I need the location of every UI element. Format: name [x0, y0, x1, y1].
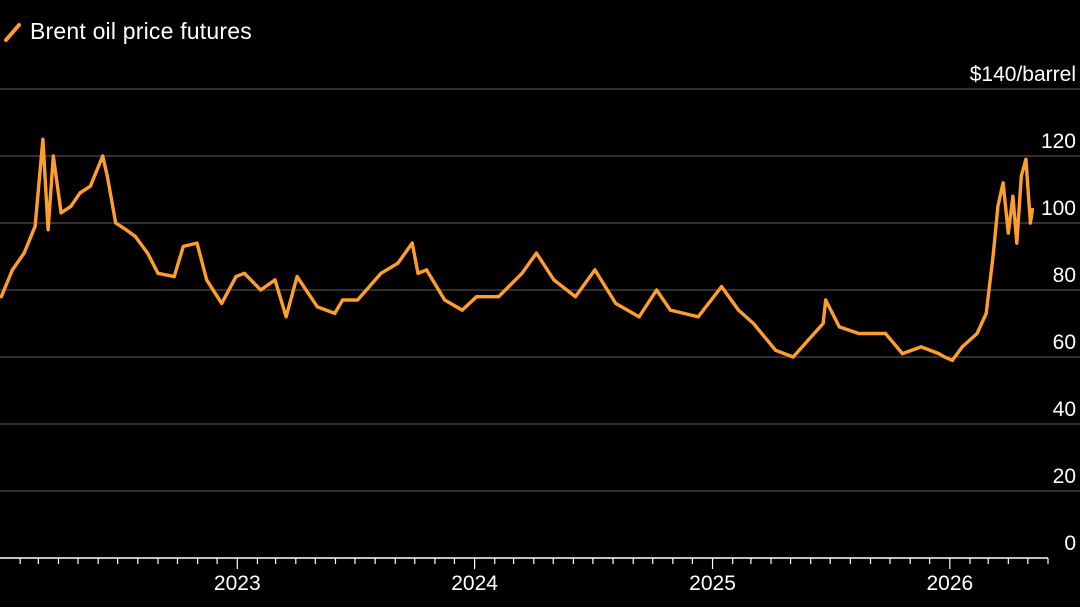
- data-point: [10, 268, 14, 272]
- data-point: [315, 305, 319, 309]
- data-point: [520, 271, 524, 275]
- y-tick-label: 100: [1041, 197, 1076, 220]
- y-tick-label: 60: [1053, 331, 1076, 354]
- data-point: [552, 278, 556, 282]
- data-point: [824, 298, 828, 302]
- data-point: [69, 204, 73, 208]
- x-tick-label: 2024: [451, 572, 498, 595]
- data-point: [937, 352, 941, 356]
- x-tick-label: 2025: [689, 572, 736, 595]
- data-point: [806, 338, 810, 342]
- data-point: [1019, 174, 1023, 178]
- data-point: [637, 315, 641, 319]
- data-point: [284, 315, 288, 319]
- data-point: [960, 345, 964, 349]
- chart-legend: Brent oil price futures: [4, 18, 252, 45]
- data-point: [205, 278, 209, 282]
- data-point: [593, 268, 597, 272]
- x-tick-label: 2023: [214, 572, 261, 595]
- data-point: [919, 345, 923, 349]
- data-point: [655, 288, 659, 292]
- data-point: [273, 278, 277, 282]
- y-tick-label: 40: [1053, 398, 1076, 421]
- data-point: [22, 251, 26, 255]
- data-point: [1030, 208, 1034, 212]
- data-point: [295, 275, 299, 279]
- data-point: [474, 295, 479, 299]
- legend-label: Brent oil price futures: [30, 18, 252, 44]
- data-point: [41, 137, 45, 141]
- data-point: [259, 288, 263, 292]
- data-point: [443, 298, 447, 302]
- y-tick-label: 120: [1041, 130, 1076, 153]
- data-point: [573, 295, 578, 299]
- data-point: [900, 352, 905, 356]
- data-point: [379, 271, 383, 275]
- data-point: [984, 311, 988, 315]
- data-point: [416, 271, 420, 275]
- y-tick-label: 20: [1053, 465, 1076, 488]
- data-point: [791, 355, 795, 359]
- legend-line-swatch-icon: [4, 22, 21, 42]
- data-point: [78, 191, 82, 195]
- data-point: [59, 211, 63, 215]
- data-point: [88, 184, 92, 188]
- data-point: [774, 348, 778, 352]
- data-point: [333, 311, 337, 315]
- data-point: [975, 331, 979, 336]
- data-point: [33, 224, 37, 228]
- series-line-0: [0, 137, 1035, 363]
- data-point: [696, 315, 700, 319]
- data-point: [220, 301, 224, 305]
- data-point: [156, 271, 160, 275]
- data-point: [105, 174, 109, 178]
- data-point: [1001, 181, 1005, 185]
- data-point: [172, 275, 176, 279]
- data-point: [751, 321, 756, 326]
- data-point: [821, 321, 825, 326]
- data-point: [396, 261, 400, 265]
- data-point: [1015, 241, 1019, 245]
- data-point: [1011, 194, 1015, 198]
- data-point: [356, 298, 360, 302]
- data-point: [133, 234, 137, 238]
- data-point: [883, 331, 888, 336]
- data-point: [1024, 157, 1028, 161]
- data-point: [1028, 221, 1032, 225]
- data-point: [682, 311, 686, 315]
- data-point: [51, 154, 55, 158]
- x-tick-label: 2026: [926, 572, 973, 595]
- data-point: [736, 308, 741, 312]
- data-point: [991, 251, 996, 255]
- data-point: [146, 251, 150, 255]
- data-point: [195, 241, 199, 245]
- data-point: [181, 244, 185, 248]
- data-point: [497, 295, 501, 299]
- data-point: [101, 154, 105, 158]
- data-point: [950, 358, 955, 362]
- data-point: [46, 228, 50, 232]
- data-point: [410, 241, 414, 245]
- data-point: [242, 271, 246, 275]
- y-tick-label: $140/barrel: [970, 63, 1076, 86]
- data-point: [614, 301, 618, 305]
- data-point: [424, 268, 429, 272]
- data-point: [341, 298, 345, 302]
- data-point: [837, 325, 841, 329]
- data-point: [234, 275, 238, 279]
- data-point: [668, 308, 672, 312]
- data-point: [124, 228, 128, 232]
- data-point: [720, 285, 724, 289]
- data-point: [460, 308, 464, 312]
- y-tick-label: 0: [1064, 532, 1076, 555]
- y-tick-label: 80: [1053, 264, 1076, 287]
- data-point: [114, 221, 118, 225]
- data-point: [996, 204, 1000, 208]
- data-point: [534, 251, 539, 255]
- data-point: [1006, 231, 1010, 235]
- data-point: [0, 295, 3, 299]
- data-point: [857, 331, 861, 336]
- data-point: [943, 355, 947, 359]
